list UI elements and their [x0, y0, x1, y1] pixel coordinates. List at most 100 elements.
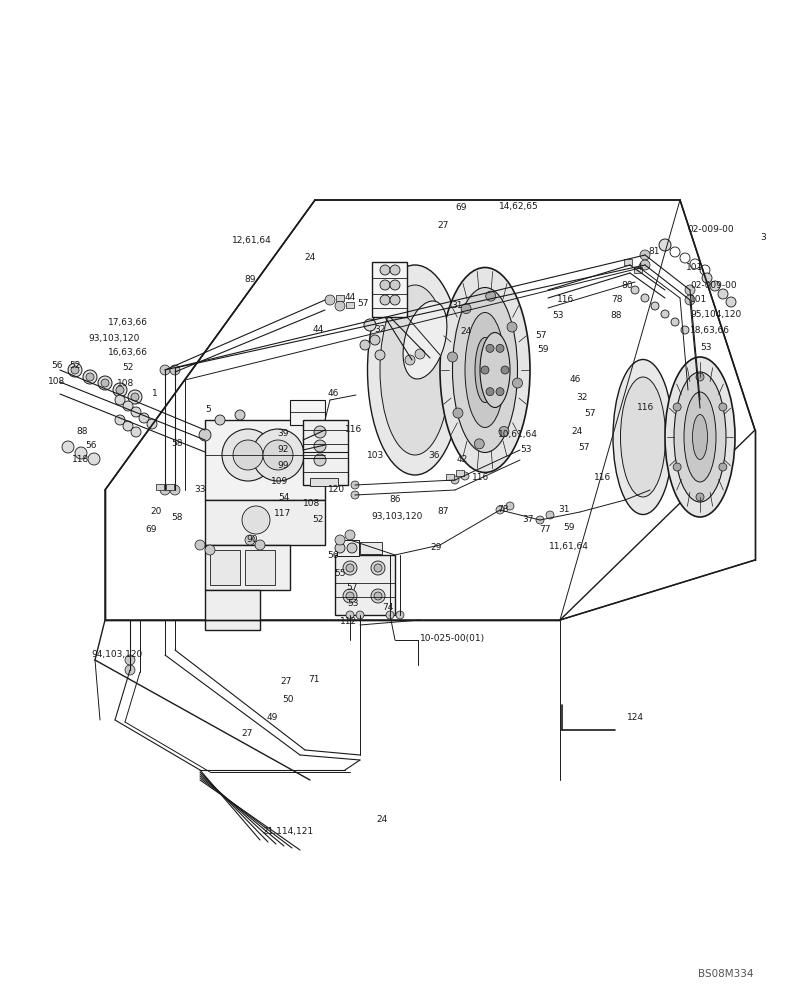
Text: 1: 1	[152, 388, 157, 397]
Text: 59: 59	[537, 346, 548, 355]
Circle shape	[215, 415, 225, 425]
Circle shape	[684, 285, 694, 295]
Text: 24: 24	[376, 815, 387, 824]
Ellipse shape	[380, 285, 449, 455]
Text: 49: 49	[266, 712, 277, 722]
Text: 37: 37	[521, 514, 533, 524]
Text: 53: 53	[699, 342, 710, 352]
Bar	[204, 500, 324, 545]
Bar	[456, 470, 463, 476]
Circle shape	[234, 410, 245, 420]
Text: 10,61,64: 10,61,64	[497, 430, 537, 438]
Bar	[359, 542, 381, 554]
Circle shape	[680, 326, 689, 334]
Circle shape	[131, 427, 141, 437]
Text: 116: 116	[594, 473, 611, 482]
Circle shape	[125, 655, 135, 665]
Circle shape	[355, 611, 363, 619]
Text: 69: 69	[145, 524, 157, 534]
Circle shape	[450, 476, 458, 484]
Circle shape	[447, 352, 457, 362]
Circle shape	[115, 415, 125, 425]
Circle shape	[374, 564, 381, 572]
Bar	[337, 540, 358, 556]
Text: 80: 80	[620, 280, 632, 290]
Text: 116: 116	[345, 426, 363, 434]
Circle shape	[255, 540, 264, 550]
Text: 17,63,66: 17,63,66	[108, 318, 148, 328]
Circle shape	[695, 493, 703, 501]
Text: BS08M334: BS08M334	[697, 969, 753, 979]
Text: 27: 27	[437, 221, 448, 230]
Circle shape	[195, 540, 204, 550]
Circle shape	[245, 535, 255, 545]
Text: 29: 29	[430, 542, 441, 552]
Bar	[156, 484, 164, 490]
Bar	[303, 420, 348, 485]
Circle shape	[640, 294, 648, 302]
Text: 24: 24	[304, 253, 315, 262]
Text: 108: 108	[49, 376, 66, 385]
Text: 53: 53	[347, 598, 358, 607]
Text: 16,63,66: 16,63,66	[108, 349, 148, 358]
Circle shape	[718, 463, 726, 471]
Text: 18,63,66: 18,63,66	[689, 326, 729, 334]
Circle shape	[359, 340, 370, 350]
Circle shape	[461, 472, 469, 480]
Bar	[204, 590, 260, 630]
Ellipse shape	[465, 312, 504, 428]
Text: 02-009-00: 02-009-00	[689, 280, 736, 290]
Text: 101: 101	[685, 263, 702, 272]
Circle shape	[461, 304, 470, 314]
Circle shape	[345, 564, 354, 572]
Circle shape	[405, 355, 414, 365]
Circle shape	[380, 280, 389, 290]
Circle shape	[88, 453, 100, 465]
Bar	[345, 302, 354, 308]
Text: 39: 39	[277, 430, 289, 438]
Text: 32: 32	[576, 392, 587, 401]
Text: 78: 78	[496, 504, 508, 514]
Text: 52: 52	[69, 360, 80, 369]
Text: 59: 59	[563, 522, 574, 532]
Circle shape	[370, 335, 380, 345]
Circle shape	[672, 463, 680, 471]
Text: 56: 56	[51, 360, 62, 369]
Text: 78: 78	[611, 296, 622, 304]
Circle shape	[453, 408, 462, 418]
Circle shape	[147, 419, 157, 429]
Circle shape	[717, 289, 727, 299]
Text: 36: 36	[427, 452, 440, 460]
Circle shape	[670, 318, 678, 326]
Text: 89: 89	[244, 275, 255, 284]
Circle shape	[113, 383, 127, 397]
Text: 46: 46	[569, 375, 580, 384]
Circle shape	[314, 440, 325, 452]
Circle shape	[709, 281, 719, 291]
Ellipse shape	[664, 357, 734, 517]
Circle shape	[639, 250, 649, 260]
Circle shape	[324, 295, 335, 305]
Circle shape	[545, 511, 553, 519]
Circle shape	[702, 273, 711, 283]
Text: 88: 88	[76, 428, 88, 436]
Text: 57: 57	[577, 444, 589, 452]
Circle shape	[204, 545, 215, 555]
Circle shape	[374, 592, 381, 600]
Ellipse shape	[692, 414, 706, 460]
Text: 109: 109	[271, 478, 288, 487]
Circle shape	[169, 365, 180, 375]
Circle shape	[345, 592, 354, 600]
Bar	[204, 545, 290, 590]
Circle shape	[221, 429, 273, 481]
Circle shape	[718, 403, 726, 411]
Circle shape	[314, 426, 325, 438]
Text: 58: 58	[171, 512, 182, 522]
Text: 52: 52	[122, 362, 134, 371]
Text: 101: 101	[689, 296, 706, 304]
Circle shape	[131, 407, 141, 417]
Bar	[633, 267, 642, 273]
Circle shape	[474, 439, 483, 449]
Circle shape	[68, 363, 82, 377]
Circle shape	[498, 426, 508, 436]
